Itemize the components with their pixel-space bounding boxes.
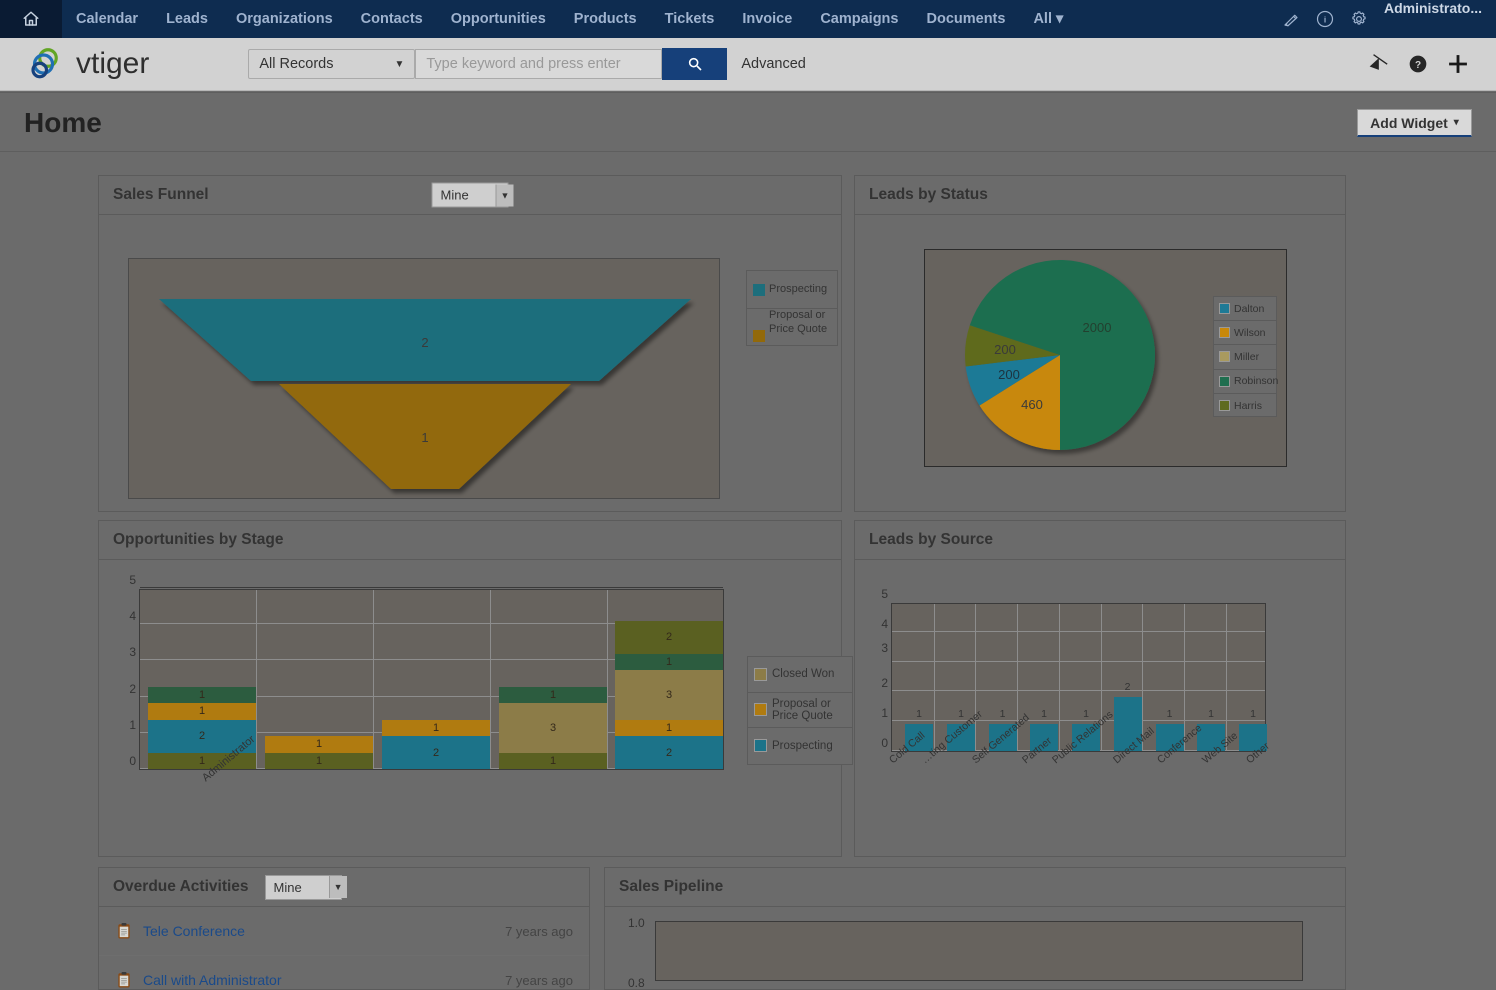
svg-text:1: 1	[421, 430, 428, 445]
svg-text:2000: 2000	[1083, 320, 1112, 335]
svg-text:200: 200	[998, 367, 1020, 382]
svg-text:2: 2	[421, 335, 428, 350]
svg-text:200: 200	[994, 342, 1016, 357]
svg-text:i: i	[1324, 15, 1326, 24]
svg-text:460: 460	[1021, 397, 1043, 412]
svg-text:?: ?	[1415, 60, 1421, 71]
